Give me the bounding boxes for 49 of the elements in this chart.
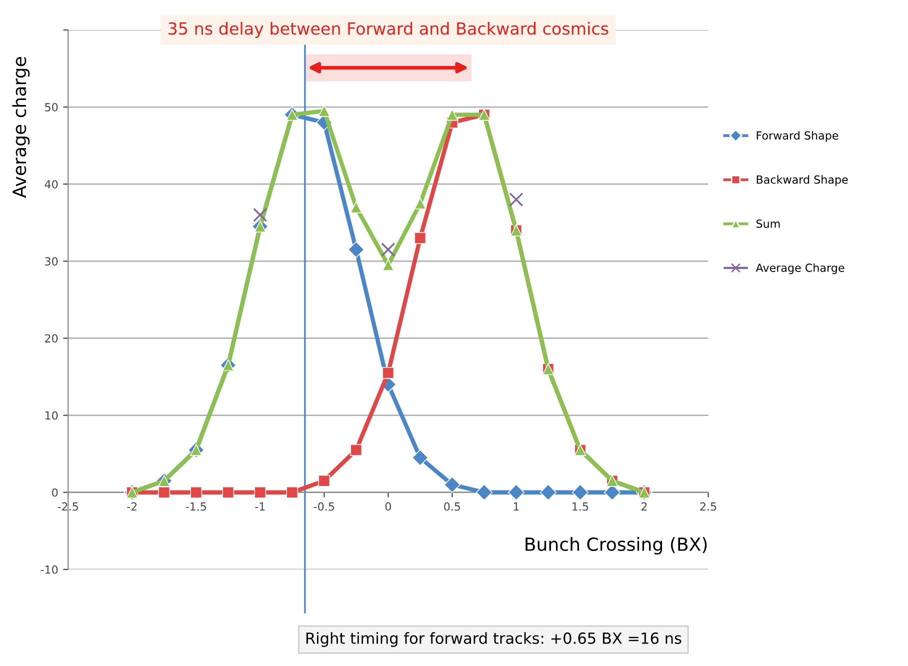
x-tick-label: -1 (255, 502, 265, 511)
x-tick-label: 2.5 (700, 502, 716, 511)
point (412, 449, 428, 466)
point (350, 201, 362, 214)
x-tick-label: -2 (127, 502, 137, 511)
point (254, 486, 266, 498)
x-tick-label: 2 (642, 502, 647, 511)
y-tick-label: 50 (45, 103, 58, 112)
x-axis-title: Bunch Crossing (BX) (526, 537, 707, 555)
y-tick-label: 30 (45, 257, 58, 266)
y-tick-label: -10 (40, 565, 58, 574)
point (446, 108, 458, 121)
band-label: 35 ns delay between Forward and Backward cosmics (168, 22, 608, 38)
y-axis-title: Average charge (12, 57, 30, 198)
point (253, 208, 268, 222)
legend-label: Backward Shape (756, 175, 848, 186)
point (382, 366, 394, 379)
point (381, 242, 396, 257)
point (350, 444, 362, 456)
text: Right timing for forward tracks: +0.65 BX =16 ns (306, 632, 682, 647)
point (414, 232, 426, 244)
point (286, 486, 298, 498)
point (509, 192, 524, 207)
point (572, 484, 588, 501)
point (190, 486, 202, 498)
x-tick-label: -0.5 (314, 502, 334, 511)
x-tick-label: 1 (514, 502, 519, 511)
x-tick-label: 0.5 (444, 502, 460, 511)
point (348, 241, 364, 258)
y-tick-label: 20 (45, 334, 58, 343)
point (540, 484, 556, 501)
point (318, 104, 330, 117)
point (444, 476, 460, 493)
point (414, 197, 426, 210)
y-tick-label: 40 (44, 180, 58, 188)
y-tick-label: 0 (52, 488, 58, 497)
x-tick-label: -1.5 (186, 502, 206, 511)
y-tick-label: 10 (45, 411, 58, 420)
point (476, 484, 492, 501)
legend-label: Forward Shape (756, 131, 838, 142)
x-tick-label: 0 (385, 502, 391, 511)
point (382, 259, 394, 271)
point (508, 484, 524, 501)
point (222, 486, 234, 498)
point (158, 486, 170, 498)
legend-label: Sum (756, 219, 780, 228)
point (318, 474, 330, 487)
x-tick-label: 1.5 (572, 502, 588, 511)
legend-label: Average Charge (756, 263, 844, 274)
